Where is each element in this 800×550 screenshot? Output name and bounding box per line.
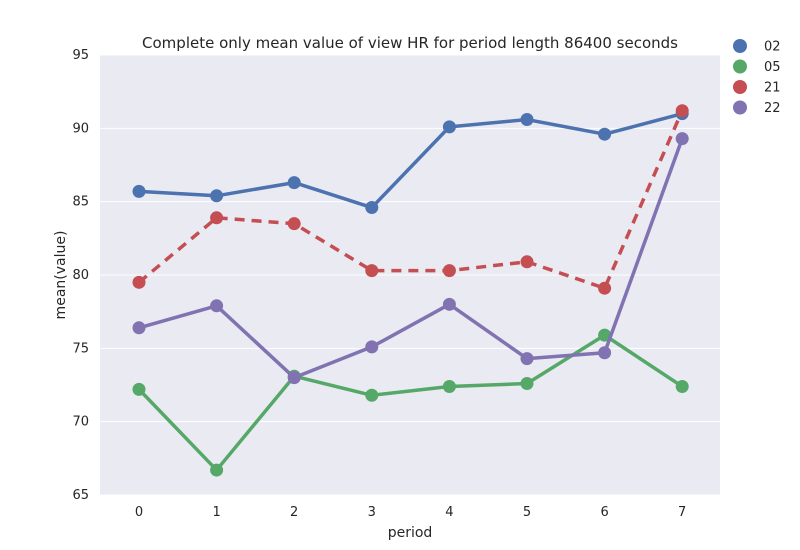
data-point-02 <box>287 176 301 190</box>
legend-label-05: 05 <box>764 60 781 75</box>
data-point-22 <box>365 340 379 354</box>
legend-label-22: 22 <box>764 101 781 116</box>
data-point-05 <box>442 379 456 393</box>
data-point-05 <box>598 328 612 342</box>
legend-marker-02 <box>733 39 747 53</box>
legend-marker-21 <box>733 80 747 94</box>
data-point-22 <box>598 346 612 360</box>
x-tick-label: 5 <box>523 505 531 520</box>
data-point-21 <box>132 275 146 289</box>
series-line-22 <box>138 138 684 380</box>
x-tick-label: 3 <box>368 505 376 520</box>
series-22 <box>132 132 689 385</box>
data-point-22 <box>442 297 456 311</box>
x-tick-label: 4 <box>445 505 453 520</box>
chart-title: Complete only mean value of view HR for … <box>142 34 678 52</box>
data-point-21 <box>598 281 612 295</box>
x-axis-label: period <box>388 525 433 541</box>
x-tick-label: 6 <box>600 505 608 520</box>
data-point-22 <box>132 321 146 335</box>
data-point-02 <box>210 189 224 203</box>
grid-lines <box>100 54 720 496</box>
legend: 02 05 21 22 <box>733 39 781 116</box>
data-point-21 <box>442 264 456 278</box>
y-tick-label: 75 <box>72 341 89 356</box>
x-tick-label: 7 <box>678 505 686 520</box>
x-tick-label: 0 <box>135 505 143 520</box>
data-point-21 <box>675 104 689 118</box>
y-tick-label: 65 <box>72 488 89 503</box>
y-axis-ticks: 65 70 75 80 85 90 95 <box>72 48 89 503</box>
data-point-05 <box>365 388 379 402</box>
data-point-21 <box>287 217 301 231</box>
data-point-22 <box>520 352 534 366</box>
series-21 <box>132 104 689 295</box>
data-point-02 <box>442 120 456 134</box>
data-point-21 <box>210 211 224 225</box>
data-point-05 <box>520 377 534 391</box>
data-point-02 <box>520 113 534 127</box>
x-tick-label: 2 <box>290 505 298 520</box>
y-tick-label: 95 <box>72 48 89 63</box>
data-point-05 <box>132 382 146 396</box>
y-tick-label: 90 <box>72 121 89 136</box>
data-point-21 <box>520 255 534 269</box>
data-point-05 <box>675 379 689 393</box>
series-line-21 <box>137 110 684 290</box>
data-point-02 <box>365 201 379 215</box>
legend-marker-05 <box>733 59 747 74</box>
series-line-05 <box>137 333 684 472</box>
data-point-02 <box>598 127 612 141</box>
y-axis-label: mean(value) <box>53 231 69 320</box>
data-point-22 <box>675 132 689 146</box>
legend-label-21: 21 <box>764 81 781 96</box>
legend-label-02: 02 <box>764 40 781 55</box>
data-point-21 <box>365 264 379 278</box>
data-point-02 <box>132 184 146 198</box>
data-point-22 <box>287 371 301 385</box>
y-tick-label: 85 <box>72 195 89 210</box>
data-point-05 <box>210 463 224 477</box>
data-point-22 <box>210 299 224 313</box>
x-axis-ticks: 0 1 2 3 4 5 6 7 <box>135 505 686 520</box>
legend-marker-22 <box>733 100 747 115</box>
y-tick-label: 80 <box>72 268 89 283</box>
series-line-02 <box>138 111 683 210</box>
y-tick-label: 70 <box>72 415 89 430</box>
series-group <box>132 104 689 477</box>
x-tick-label: 1 <box>212 505 220 520</box>
